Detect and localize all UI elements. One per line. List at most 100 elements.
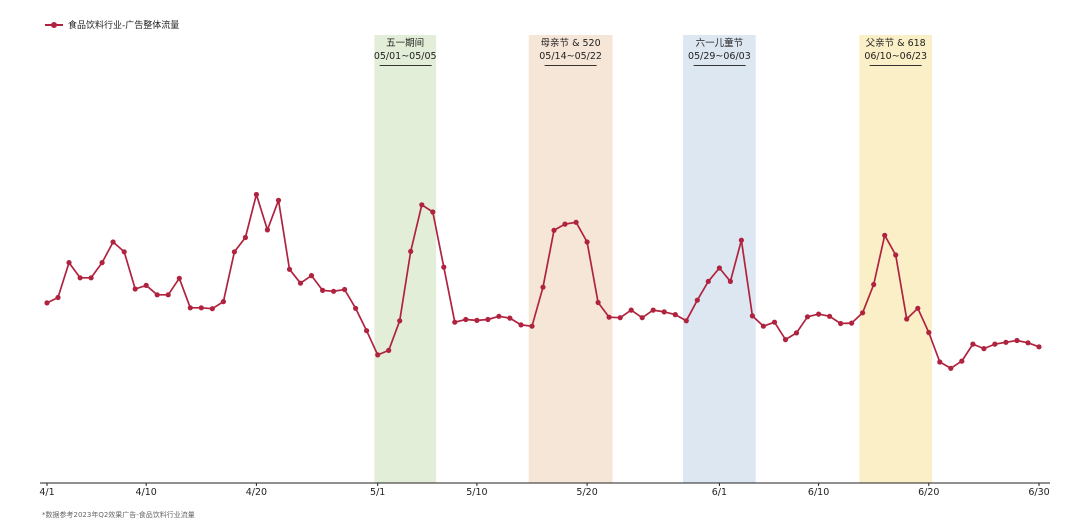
highlight-band [528,35,613,483]
data-point [231,249,237,255]
data-point [705,278,711,284]
data-point [981,346,987,352]
data-point [882,232,888,238]
data-point [749,313,756,319]
x-tick-label: 6/30 [1028,487,1050,498]
band-name: 六一儿童节 [695,38,744,49]
band-name: 父亲节 & 618 [865,38,926,49]
band-date-range: 05/14~05/22 [539,51,602,62]
data-point [948,365,954,371]
data-point [760,323,767,329]
data-point [606,314,612,320]
data-point [253,191,259,198]
data-point [55,294,61,301]
data-point [452,319,458,325]
highlight-band [374,35,437,483]
band-label: 五一期间 05/01~05/05 [374,37,437,66]
data-point [474,317,480,323]
data-point [1036,344,1042,350]
data-point [143,282,149,288]
data-point [99,260,105,266]
data-point [44,300,50,306]
data-point [308,273,315,279]
band-date-range: 06/10~06/23 [864,51,928,62]
x-tick-label: 6/20 [918,487,940,498]
data-point [595,299,601,306]
data-point [816,311,822,317]
band-label-underline [693,65,746,66]
data-point [551,227,557,233]
data-point [562,221,568,227]
data-point [860,310,866,316]
x-tick-label: 5/20 [576,487,598,498]
data-point [1025,340,1031,346]
data-point [264,227,270,233]
data-point [496,313,502,319]
data-point [132,286,138,292]
data-point [485,316,491,323]
data-point [353,305,359,311]
data-point [1003,339,1009,345]
data-point [683,318,689,324]
band-label-underline [869,65,922,66]
band-label-underline [379,65,432,66]
data-point [904,316,910,322]
data-point [529,323,535,329]
band-date-range: 05/01~05/05 [373,51,437,62]
data-point [738,237,745,243]
data-point [176,275,182,281]
data-point [331,288,337,294]
data-point [804,314,811,320]
data-point [386,347,392,353]
data-point [364,328,370,334]
data-point [88,275,94,281]
legend-label: 食品饮料行业-广告整体流量 [68,21,180,31]
x-tick-label: 4/10 [135,487,157,498]
data-point [992,341,998,347]
data-point [617,315,623,321]
legend: 食品饮料行业-广告整体流量 [45,18,179,31]
band-label-underline [544,65,597,66]
data-point [297,280,304,286]
data-point [121,249,127,255]
data-point [628,307,634,313]
series-points [44,191,1042,371]
data-point [926,329,932,336]
data-point [540,284,546,290]
data-point [849,320,855,326]
data-point [727,278,734,284]
data-point [198,305,204,311]
data-point [209,306,215,312]
data-point [419,202,425,208]
data-point [771,319,778,325]
data-point [639,315,645,321]
band-name: 母亲节 & 520 [540,38,601,49]
band-label: 父亲节 & 618 06/10~06/23 [864,37,927,66]
data-point [154,292,160,298]
x-tick-label: 6/1 [711,487,728,498]
data-point [397,318,403,324]
data-point [793,330,800,336]
data-point [694,297,700,303]
data-point [463,316,469,323]
data-point [661,309,667,315]
footnote: *数据参考2023年Q2效果广告-食品饮料行业流量 [42,511,195,519]
data-point [110,239,116,245]
x-tick-label: 5/1 [370,487,386,498]
x-tick-label: 6/10 [807,487,830,498]
data-point [77,275,83,281]
data-point [66,260,72,266]
x-axis-ticks [46,483,1040,486]
data-point [959,358,965,364]
data-point [871,281,877,288]
data-point [782,337,789,343]
data-point [672,312,678,318]
data-point [518,322,524,328]
data-point [716,265,723,271]
data-point [584,239,590,245]
x-tick-label: 4/20 [245,487,268,498]
data-point [342,286,348,293]
data-point [430,209,436,215]
x-tick-label: 5/10 [466,487,488,498]
